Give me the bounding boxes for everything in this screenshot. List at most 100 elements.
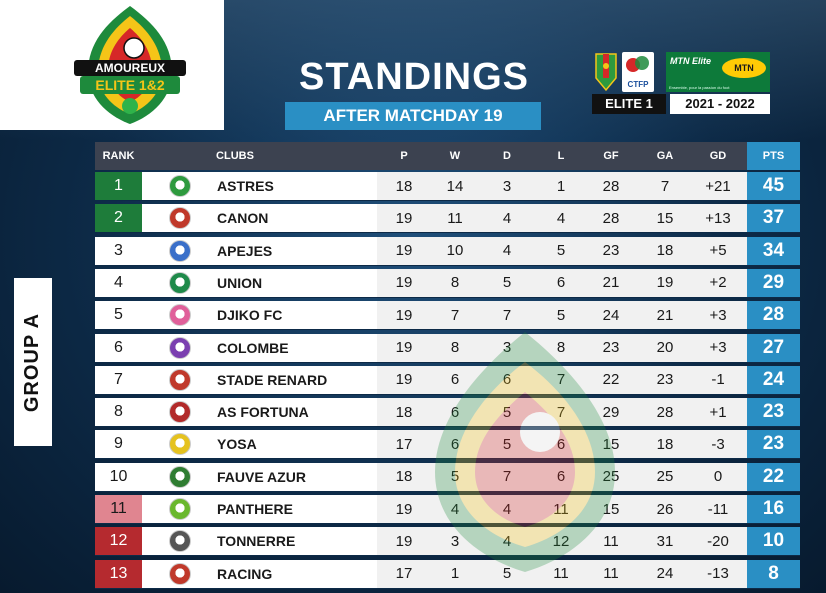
stat-gf: 28: [602, 209, 620, 227]
stat-pts: 37: [747, 204, 800, 233]
stat-pts: 23: [747, 398, 800, 427]
table-row: 4 UNION 19 8 5 6 21 19 +2 29: [95, 268, 800, 298]
col-d: D: [503, 150, 511, 162]
row-divider: [95, 264, 800, 266]
row-divider: [95, 296, 800, 298]
rank-cell: 3: [114, 241, 123, 259]
stat-p: 19: [395, 532, 413, 550]
col-l: L: [557, 150, 565, 162]
table-row: 1 ASTRES 18 14 3 1 28 7 +21 45: [95, 172, 800, 201]
stat-ga: 20: [656, 339, 674, 356]
stat-gf: 23: [602, 242, 620, 260]
stat-w: 6: [450, 403, 460, 421]
stat-ga: 15: [656, 209, 674, 227]
stat-gd: +3: [709, 339, 727, 356]
row-stats-background: [377, 527, 747, 556]
table-row: 9 YOSA 17 6 5 6 15 18 -3 23: [95, 430, 800, 460]
stat-ga: 18: [656, 242, 674, 260]
stat-p: 18: [395, 468, 413, 486]
stat-l: 12: [552, 532, 570, 550]
club-badge-icon: [169, 207, 191, 230]
stat-l: 8: [556, 339, 566, 356]
club-badge-cell: [165, 301, 195, 329]
stat-ga: 21: [656, 306, 674, 324]
club-badge-icon: [169, 465, 191, 488]
stat-pts: 29: [747, 268, 800, 297]
competition-label: ELITE 1: [592, 94, 666, 114]
club-badge-cell: [165, 334, 195, 362]
rank-cell: 13: [95, 559, 142, 588]
row-divider: [95, 232, 800, 234]
club-badge-cell: [165, 430, 195, 458]
stat-gd: -1: [711, 371, 725, 389]
row-stats-background: [377, 268, 747, 297]
ctfp-label: CTFP: [627, 80, 649, 89]
stat-pts: 22: [747, 462, 800, 491]
table-header: RANK CLUBS P W D L GF GA GD PTS: [95, 142, 800, 170]
club-badge-cell: [165, 495, 195, 523]
club-badge-icon: [169, 336, 191, 359]
row-divider: [95, 490, 800, 492]
stat-d: 4: [502, 209, 512, 227]
stat-gd: 0: [713, 468, 723, 486]
club-badge-icon: [169, 530, 191, 553]
logo-text-top: AMOUREUX: [95, 61, 165, 75]
page-title: STANDINGS: [299, 56, 529, 98]
row-stats-background: [377, 430, 747, 459]
stat-p: 17: [395, 435, 413, 453]
club-badge-cell: [165, 269, 195, 297]
stat-gf: 23: [602, 339, 620, 356]
stat-w: 6: [450, 371, 460, 389]
stat-gd: +13: [705, 209, 731, 227]
logo-icon: AMOUREUX ELITE 1&2: [74, 6, 186, 124]
mtn-elite-logo: MTN Elite MTN Ensemble, pour la passion …: [666, 52, 770, 92]
stat-p: 18: [395, 403, 413, 421]
group-label-text: GROUP A: [21, 312, 44, 412]
row-divider: [95, 361, 800, 363]
stat-l: 5: [556, 242, 566, 260]
stat-l: 6: [556, 468, 566, 486]
stat-w: 11: [447, 209, 463, 227]
stat-gf: 15: [602, 500, 620, 518]
stat-l: 11: [553, 565, 569, 583]
stat-w: 14: [446, 177, 464, 195]
club-badge-icon: [169, 304, 191, 327]
col-pts: PTS: [747, 142, 800, 170]
rank-cell: 10: [109, 467, 128, 485]
row-stats-background: [377, 559, 747, 588]
club-badge-cell: [165, 237, 195, 265]
table-row: 7 STADE RENARD 19 6 6 7 22 23 -1 24: [95, 365, 800, 395]
row-stats-background: [377, 301, 747, 330]
club-badge-cell: [165, 527, 195, 555]
stat-d: 5: [502, 565, 512, 583]
table-row: 8 AS FORTUNA 18 6 5 7 29 28 +1 23: [95, 398, 800, 428]
col-gf: GF: [603, 150, 619, 162]
stat-l: 6: [556, 435, 566, 453]
stat-d: 3: [502, 339, 512, 356]
club-badge-icon: [169, 239, 191, 262]
season-label: 2021 - 2022: [670, 94, 770, 114]
mtn-logo: MTN: [722, 58, 766, 78]
stat-gf: 25: [602, 468, 620, 486]
club-name: CANON: [217, 210, 269, 227]
stat-w: 7: [450, 306, 460, 324]
rank-cell: 1: [95, 172, 142, 200]
stat-w: 4: [450, 500, 460, 518]
rank-cell: 12: [95, 527, 142, 556]
stat-ga: 19: [656, 274, 674, 292]
club-badge-icon: [169, 562, 191, 585]
col-rank: RANK: [102, 150, 135, 162]
club-name: FAUVE AZUR: [217, 468, 306, 485]
sponsor-logos: CTFP MTN Elite MTN Ensemble, pour la pas…: [592, 52, 770, 114]
club-name: TONNERRE: [217, 533, 296, 550]
stat-d: 5: [502, 435, 512, 453]
stat-gd: +2: [709, 274, 727, 292]
stat-l: 7: [556, 403, 566, 421]
club-badge-icon: [169, 433, 191, 456]
row-divider: [95, 329, 800, 331]
stat-ga: 25: [656, 468, 674, 486]
stat-d: 4: [502, 532, 512, 550]
stat-p: 17: [395, 565, 413, 583]
stat-d: 5: [502, 274, 512, 292]
stat-gd: +5: [709, 242, 727, 260]
